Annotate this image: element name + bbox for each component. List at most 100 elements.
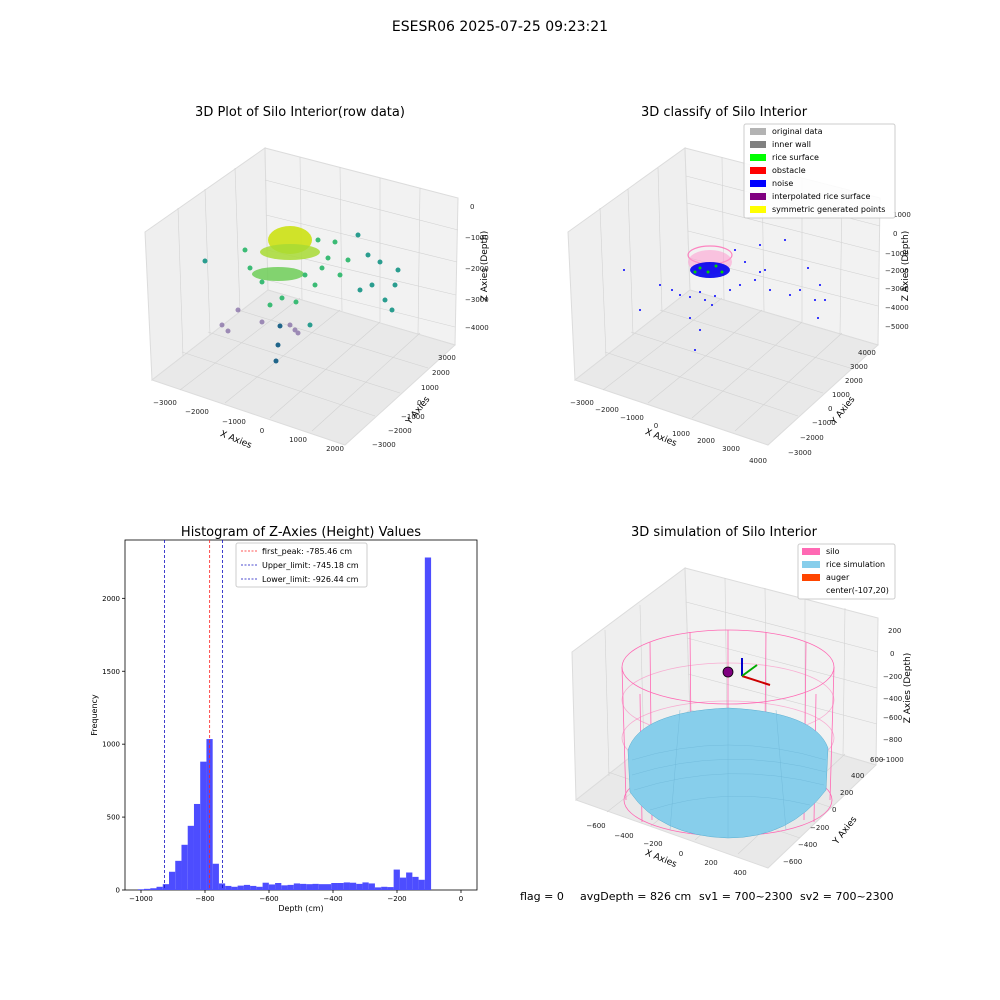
svg-text:−400: −400: [614, 832, 633, 840]
histogram-bar: [331, 883, 338, 890]
auger-axis-y: [741, 664, 758, 677]
svg-text:0: 0: [260, 427, 264, 435]
y-tick-label: 500: [107, 814, 120, 822]
histogram-bar: [137, 889, 145, 890]
histogram-bar: [231, 886, 238, 890]
svg-text:200: 200: [888, 627, 901, 635]
svg-text:−2000: −2000: [388, 427, 412, 435]
histogram-bar: [237, 885, 244, 890]
simulation-3d-panel: 3D simulation of Silo Interior: [571, 525, 913, 877]
svg-text:−200: −200: [810, 824, 829, 832]
classify-floor-pane: [573, 289, 879, 446]
svg-text:2000: 2000: [432, 369, 450, 377]
svg-text:4000: 4000: [858, 349, 876, 357]
classify-z-ticks: 1000 0 −1000 −2000 −3000 −4000 −5000: [885, 211, 911, 331]
svg-text:1000: 1000: [289, 436, 307, 444]
legend-swatch-noise: [750, 180, 766, 187]
legend-label-symmetric: symmetric generated points: [772, 205, 885, 214]
svg-text:1000: 1000: [421, 384, 439, 392]
histogram-bar: [312, 883, 319, 890]
histogram-bar: [225, 885, 232, 890]
simulation-x-label: X Axies: [643, 848, 678, 870]
histogram-bars: [137, 557, 432, 890]
histogram-bar: [206, 739, 213, 890]
histogram-bar: [150, 888, 157, 890]
raw-z-label: Z Axies (Depth): [480, 231, 490, 302]
svg-text:−600: −600: [883, 714, 902, 722]
histogram-bar: [256, 886, 263, 890]
histogram-bar: [281, 885, 288, 890]
classify-x-ticks: −3000 −2000 −1000 0 1000 2000 3000 4000: [570, 399, 767, 465]
histogram-bar: [156, 886, 163, 890]
histogram-bar: [169, 871, 176, 890]
svg-text:−800: −800: [883, 736, 902, 744]
rice-simulation-mesh: [631, 708, 827, 838]
histogram-plot-area: [124, 539, 478, 891]
histogram-bar: [250, 885, 257, 890]
svg-text:−1000: −1000: [465, 234, 489, 242]
histogram-title: Histogram of Z-Axies (Height) Values: [181, 525, 421, 540]
legend-label-first-peak: first_peak: -785.46 cm: [262, 547, 352, 556]
svg-text:−600: −600: [783, 858, 802, 866]
svg-text:1000: 1000: [832, 391, 850, 399]
histogram-bar: [362, 882, 369, 890]
raw-rice-ring: [260, 244, 320, 260]
svg-text:−3000: −3000: [570, 399, 594, 407]
raw-wall-points: [242, 237, 351, 308]
sv2-text: sv2 = 700~2300: [800, 890, 894, 903]
svg-text:0: 0: [417, 399, 421, 407]
svg-text:1000: 1000: [893, 211, 911, 219]
histogram-bar: [349, 882, 357, 890]
legend-swatch-obstacle: [750, 167, 766, 174]
histogram-bar: [193, 803, 201, 890]
svg-text:−2000: −2000: [185, 408, 209, 416]
svg-text:4000: 4000: [749, 457, 767, 465]
legend-label-center: center(-107,20): [826, 586, 889, 595]
svg-text:−400: −400: [798, 841, 817, 849]
classify-legend: original data inner wall rice surface ob…: [743, 123, 896, 219]
histogram-bar: [162, 884, 169, 890]
svg-text:−200: −200: [883, 673, 902, 681]
histogram-bar: [318, 884, 325, 890]
histogram-bar: [287, 884, 294, 890]
histogram-x-ticks: −1000 −800 −600 −400 −200 0: [129, 890, 463, 903]
legend-label-rice-simulation: rice simulation: [826, 560, 885, 569]
legend-swatch-interpolated: [750, 193, 766, 200]
raw-lowest-points: [273, 323, 283, 364]
histogram-bar: [337, 883, 344, 890]
flag-text: flag = 0: [520, 890, 564, 903]
histogram-bar: [343, 882, 350, 890]
svg-text:600: 600: [870, 756, 883, 764]
figure-title: ESESR06 2025-07-25 09:23:21: [392, 19, 608, 35]
svg-text:−4000: −4000: [465, 324, 489, 332]
svg-text:−5000: −5000: [885, 323, 909, 331]
svg-text:−400: −400: [883, 695, 902, 703]
svg-text:−1000: −1000: [401, 413, 425, 421]
svg-text:−2000: −2000: [800, 434, 824, 442]
histogram-bar: [306, 884, 313, 890]
svg-text:400: 400: [851, 772, 864, 780]
legend-swatch-symmetric: [750, 206, 766, 213]
svg-text:200: 200: [704, 859, 717, 867]
classify-y-label: Y Axies: [829, 395, 858, 428]
sv1-text: sv1 = 700~2300: [699, 890, 793, 903]
raw-x-ticks: −3000 −2000 −1000 0 1000 2000 3000: [153, 399, 344, 453]
svg-text:−3000: −3000: [372, 441, 396, 449]
histogram-bar: [418, 879, 425, 890]
classify-panel-title: 3D classify of Silo Interior: [641, 105, 808, 120]
svg-text:−3000: −3000: [153, 399, 177, 407]
raw-y-ticks: −3000 −2000 −1000 0 1000 2000 3000 4000: [372, 354, 456, 449]
auger-axis-x: [741, 675, 771, 686]
legend-label-lower-limit: Lower_limit: -926.44 cm: [262, 575, 359, 584]
histogram-bar: [218, 883, 226, 890]
legend-swatch-rice-surface: [750, 154, 766, 161]
footer-status: flag = 0 avgDepth = 826 cm sv1 = 700~230…: [520, 890, 894, 903]
legend-label-rice-surface: rice surface: [772, 153, 819, 162]
simulation-z-ticks: 200 0 −200 −400 −600 −800 −1000: [880, 627, 904, 764]
svg-text:−2000: −2000: [595, 406, 619, 414]
x-tick-label: 0: [459, 895, 463, 903]
raw-wall-cluster: [252, 267, 304, 281]
svg-text:0: 0: [679, 850, 683, 858]
svg-text:−200: −200: [643, 840, 662, 848]
